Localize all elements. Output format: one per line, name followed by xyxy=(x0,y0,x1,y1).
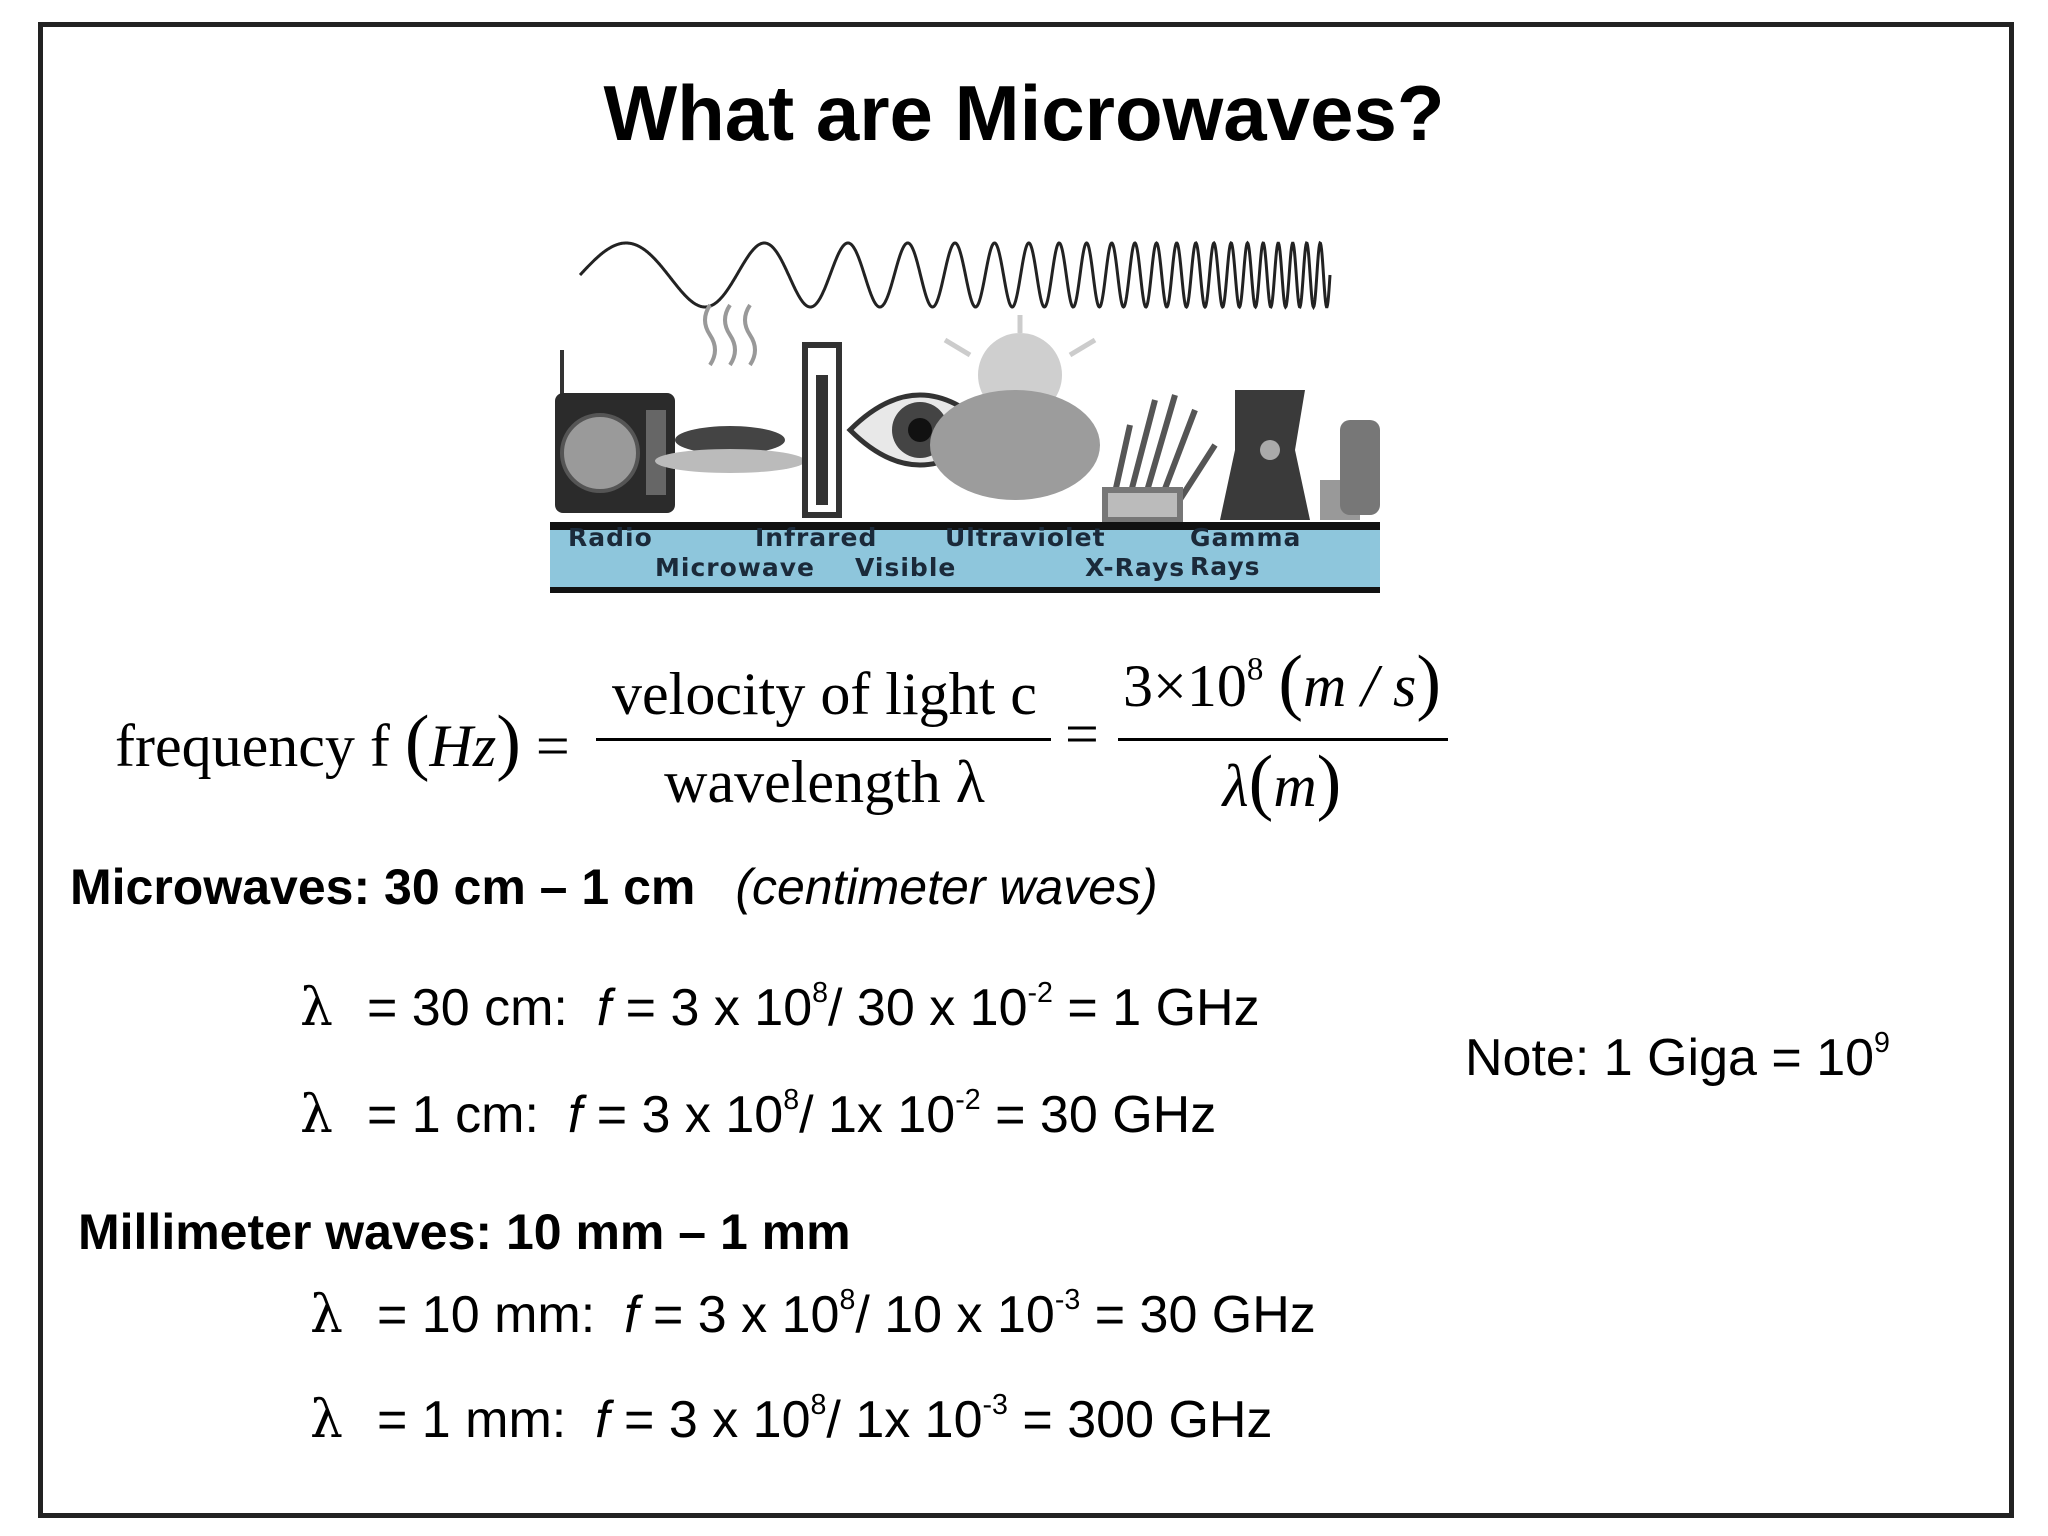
thermometer-icon xyxy=(802,342,842,518)
power-plant-icon xyxy=(1220,390,1380,520)
fraction-1-line xyxy=(596,738,1051,741)
wave-icon xyxy=(578,240,1332,311)
fraction-2-line xyxy=(1118,738,1448,741)
sun-icon xyxy=(930,315,1100,500)
calc-row-30cm: λ = 30 cm: f = 3 x 108/ 30 x 10-2 = 1 GHz xyxy=(300,977,1260,1038)
calc-row-1mm: λ = 1 mm: f = 3 x 108/ 1x 10-3 = 300 GHz xyxy=(310,1389,1273,1450)
fraction-1-numerator: velocity of light c xyxy=(612,661,1037,727)
band-label-gamma-rays: Gamma Rays xyxy=(1190,523,1302,581)
formula-equals: = xyxy=(1065,701,1099,767)
radio-icon xyxy=(555,350,675,513)
band-label-radio: Radio xyxy=(568,523,653,552)
slide-title: What are Microwaves? xyxy=(603,69,1445,157)
formula-lhs: frequency f (Hz) = xyxy=(115,701,570,783)
calc-row-10mm: λ = 10 mm: f = 3 x 108/ 10 x 10-3 = 30 GH… xyxy=(310,1284,1316,1345)
band-label-ultraviolet: Ultraviolet xyxy=(945,523,1106,552)
fraction-2-denominator: λ(m) xyxy=(1222,741,1342,823)
calc-row-1cm: λ = 1 cm: f = 3 x 108/ 1x 10-2 = 30 GHz xyxy=(300,1084,1217,1145)
giga-note: Note: 1 Giga = 109 xyxy=(1465,1027,1890,1087)
band-label-microwave: Microwave xyxy=(655,553,815,582)
band-label-visible: Visible xyxy=(855,553,957,582)
millimeter-heading: Millimeter waves: 10 mm – 1 mm xyxy=(78,1204,851,1260)
fraction-1-denominator: wavelength λ xyxy=(664,749,985,815)
heat-icon xyxy=(655,303,805,473)
spectrum-graphic xyxy=(550,240,1380,593)
spectrum-band xyxy=(550,530,1380,590)
microwaves-heading: Microwaves: 30 cm – 1 cm (centimeter wave… xyxy=(70,859,1158,915)
band-label-infrared: Infrared xyxy=(755,523,878,552)
band-label-xrays: X-Rays xyxy=(1085,553,1186,582)
slide-frame xyxy=(38,22,2014,1518)
fraction-2-numerator: 3×108 (m / s) xyxy=(1122,641,1441,723)
xray-hand-icon xyxy=(1102,394,1218,523)
em-spectrum-illustration: Radio Infrared Ultraviolet Gamma Rays Mi… xyxy=(550,225,1380,595)
